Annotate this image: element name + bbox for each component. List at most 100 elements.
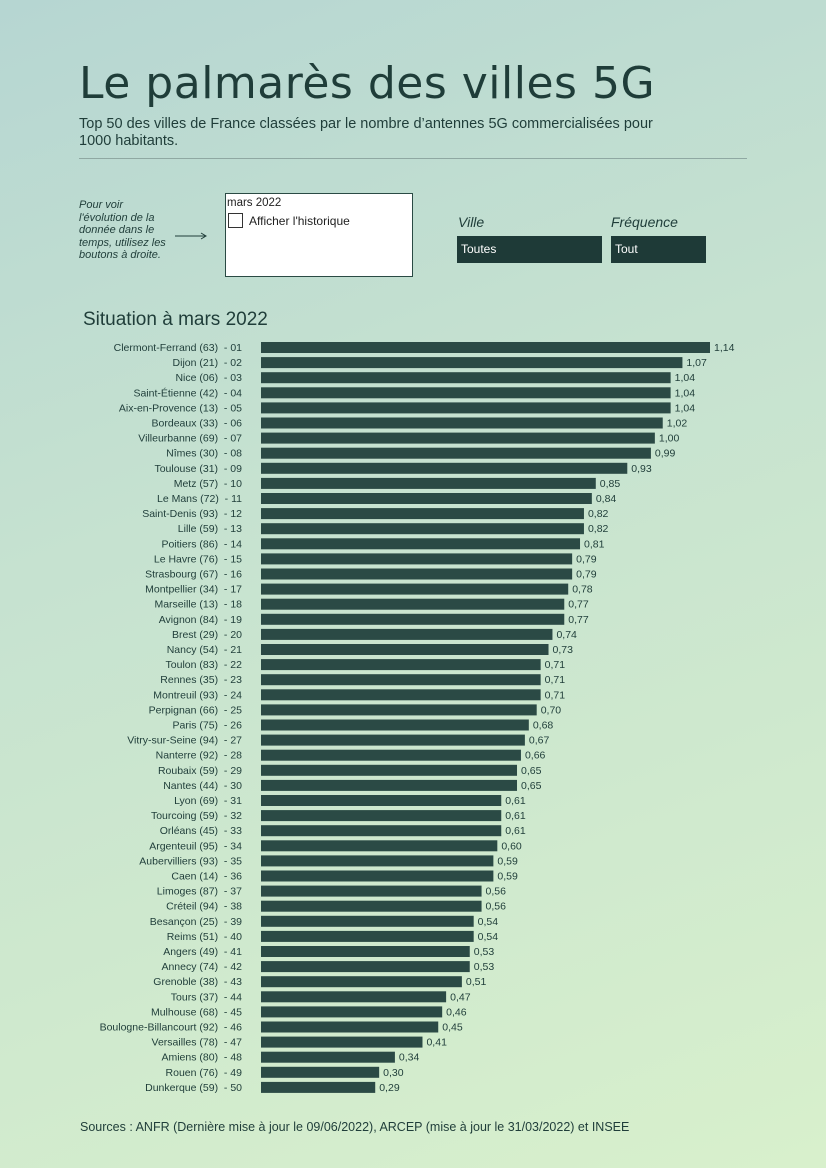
bar[interactable] (261, 417, 663, 429)
sources-text: Sources : ANFR (Dernière mise à jour le … (80, 1120, 630, 1134)
value-label: 0,60 (501, 840, 522, 852)
value-label: 0,73 (553, 644, 574, 656)
bar[interactable] (261, 795, 502, 806)
bar[interactable] (261, 734, 525, 746)
history-label: Afficher l'historique (249, 213, 350, 228)
value-label: 0,66 (525, 750, 546, 762)
bar[interactable] (261, 508, 584, 520)
value-label: 0,54 (478, 931, 499, 943)
bar[interactable] (261, 900, 482, 912)
bar[interactable] (261, 930, 474, 942)
category-label: Versailles (78) - 47 (152, 1037, 243, 1049)
page-title: Le palmarès des villes 5G (79, 58, 656, 109)
date-filter-panel: mars 2022 Afficher l'historique (225, 193, 413, 277)
bar[interactable] (261, 946, 470, 957)
value-label: 0,78 (572, 584, 593, 596)
bar[interactable] (261, 477, 596, 489)
bar[interactable] (261, 538, 581, 550)
bar[interactable] (261, 372, 671, 384)
category-label: Reims (51) - 40 (167, 931, 242, 943)
value-label: 0,61 (505, 825, 526, 837)
bar[interactable] (261, 719, 529, 731)
category-label: Nîmes (30) - 08 (166, 448, 242, 460)
value-label: 1,04 (675, 387, 696, 399)
bar[interactable] (261, 1081, 376, 1093)
chart-title: Situation à mars 2022 (83, 309, 268, 330)
bar[interactable] (261, 493, 592, 504)
bar[interactable] (261, 447, 651, 459)
bar[interactable] (261, 523, 584, 535)
bar[interactable] (261, 764, 518, 776)
bar[interactable] (261, 704, 537, 716)
ville-dropdown[interactable]: Toutes (457, 236, 602, 263)
category-label: Saint-Étienne (42) - 04 (133, 386, 242, 399)
value-label: 0,71 (545, 674, 566, 686)
bar[interactable] (261, 961, 470, 973)
category-label: Limoges (87) - 37 (157, 886, 242, 898)
bar[interactable] (261, 674, 541, 686)
bar[interactable] (261, 689, 541, 701)
history-toggle[interactable]: Afficher l'historique (228, 213, 350, 228)
bar[interactable] (261, 402, 671, 414)
bar[interactable] (261, 779, 518, 791)
history-checkbox[interactable] (228, 213, 243, 228)
value-label: 0,51 (466, 976, 487, 988)
date-value[interactable]: mars 2022 (227, 197, 282, 209)
bar[interactable] (261, 1006, 443, 1018)
category-label: Villeurbanne (69) - 07 (138, 433, 242, 445)
bar[interactable] (261, 644, 549, 655)
bar[interactable] (261, 1036, 423, 1048)
page-subtitle: Top 50 des villes de France classées par… (79, 116, 653, 149)
bar-chart: Clermont-Ferrand (63) - 01 1,14 Dijon (21)… (100, 342, 735, 1094)
value-label: 0,74 (556, 629, 577, 641)
ville-label: Ville (458, 214, 485, 230)
bar[interactable] (261, 613, 565, 625)
bar[interactable] (261, 1051, 395, 1063)
bar[interactable] (261, 568, 573, 580)
bar[interactable] (261, 1066, 380, 1078)
category-label: Paris (75) - 26 (173, 720, 243, 732)
bar[interactable] (261, 583, 569, 595)
bar[interactable] (261, 598, 565, 610)
value-label: 0,56 (486, 886, 507, 898)
category-label: Toulon (83) - 22 (166, 659, 243, 671)
category-label: Annecy (74) - 42 (161, 961, 242, 973)
bar[interactable] (261, 462, 628, 474)
bar[interactable] (261, 991, 447, 1003)
bar[interactable] (261, 810, 502, 822)
value-label: 0,45 (442, 1022, 463, 1034)
bar[interactable] (261, 825, 502, 837)
value-label: 0,54 (478, 916, 499, 928)
category-label: Le Mans (72) - 11 (157, 493, 242, 505)
value-label: 0,46 (446, 1006, 467, 1018)
category-label: Montreuil (93) - 24 (153, 689, 242, 701)
value-label: 0,59 (497, 855, 518, 867)
category-label: Argenteuil (95) - 34 (149, 840, 242, 852)
value-label: 0,81 (584, 538, 605, 550)
category-label: Créteil (94) - 38 (166, 901, 242, 913)
bar[interactable] (261, 387, 671, 399)
bar[interactable] (261, 432, 655, 444)
bar[interactable] (261, 870, 494, 882)
bar[interactable] (261, 659, 541, 671)
category-label: Grenoble (38) - 43 (153, 976, 242, 988)
bar[interactable] (261, 915, 474, 927)
value-label: 0,68 (533, 720, 554, 732)
bar[interactable] (261, 976, 462, 988)
bar[interactable] (261, 1021, 439, 1033)
bar[interactable] (261, 553, 573, 565)
bar[interactable] (261, 628, 553, 640)
value-label: 0,53 (474, 946, 495, 958)
value-label: 0,41 (426, 1037, 447, 1049)
bar[interactable] (261, 885, 482, 897)
category-label: Nantes (44) - 30 (163, 780, 242, 792)
category-label: Nancy (54) - 21 (167, 644, 242, 656)
bar[interactable] (261, 342, 710, 353)
category-label: Dunkerque (59) - 50 (145, 1082, 242, 1094)
frequence-dropdown[interactable]: Tout (611, 236, 706, 263)
bar[interactable] (261, 357, 683, 369)
bar[interactable] (261, 749, 521, 761)
bar[interactable] (261, 855, 494, 867)
category-label: Perpignan (66) - 25 (149, 704, 243, 716)
bar[interactable] (261, 840, 498, 852)
